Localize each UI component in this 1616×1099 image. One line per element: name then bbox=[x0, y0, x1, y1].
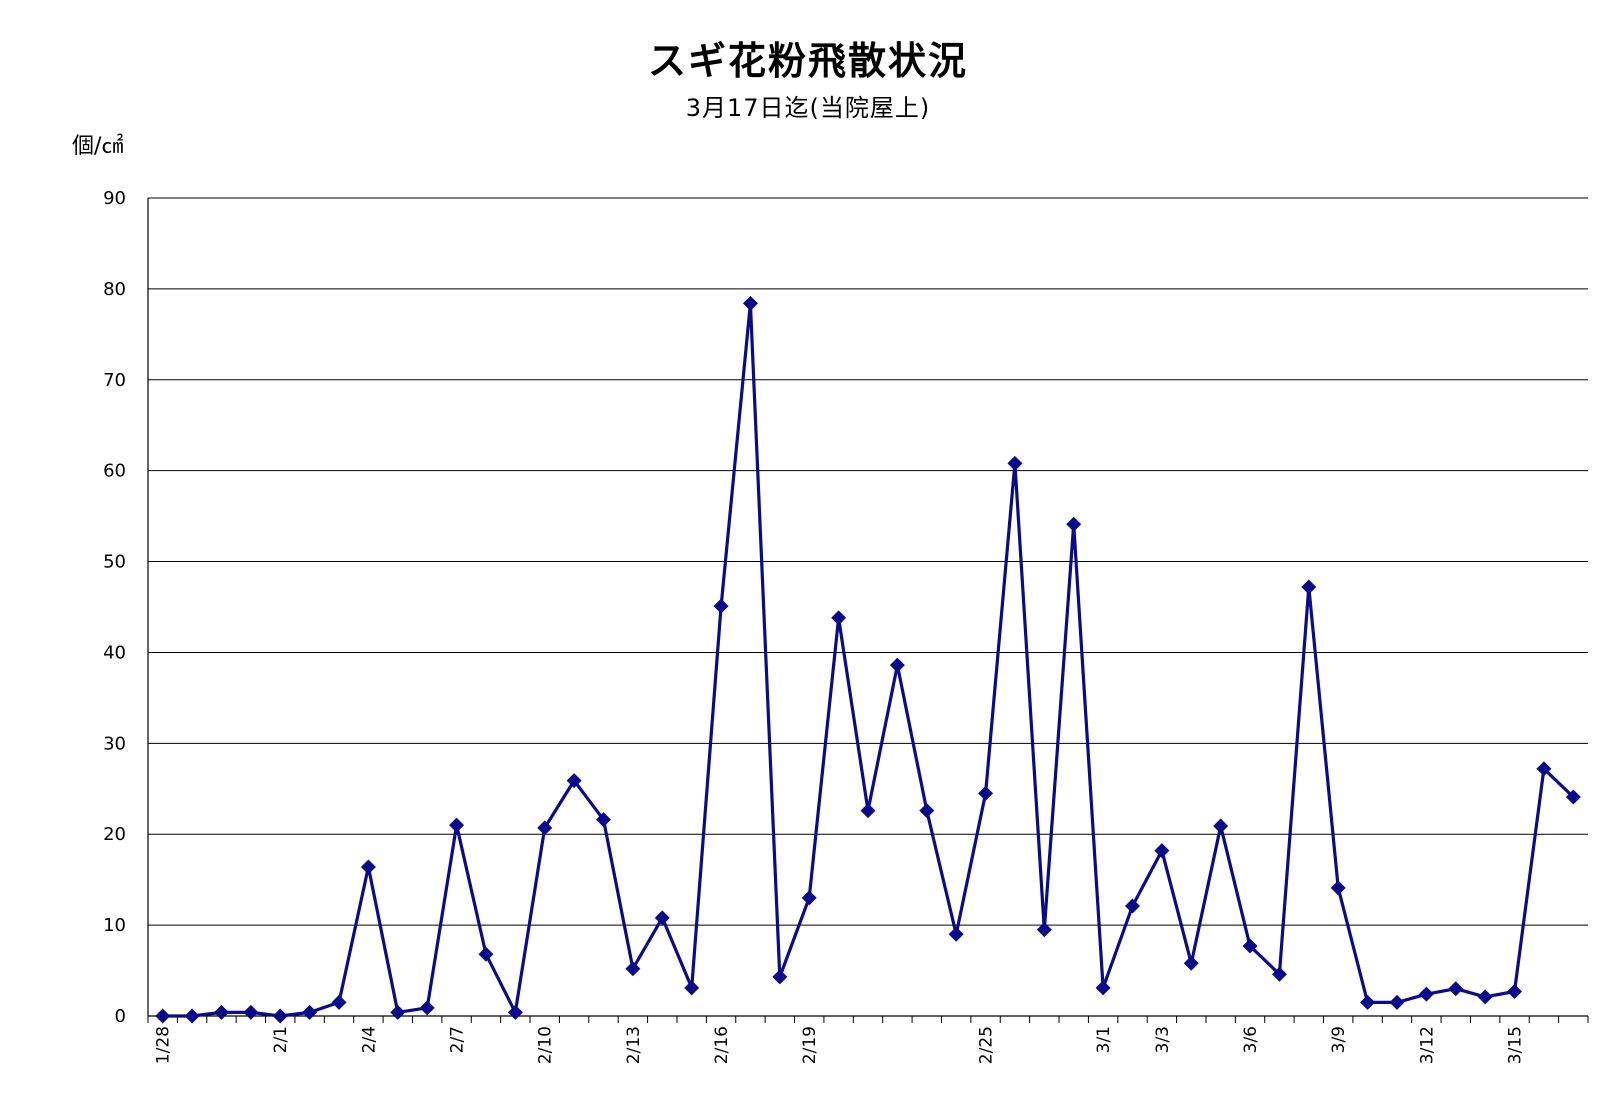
data-point bbox=[1448, 981, 1464, 997]
data-point bbox=[449, 817, 465, 833]
data-point bbox=[1418, 986, 1434, 1002]
x-tick-label: 2/10 bbox=[536, 1026, 556, 1064]
y-tick-label: 90 bbox=[103, 188, 126, 209]
x-tick-label: 2/25 bbox=[977, 1026, 997, 1064]
data-point bbox=[684, 980, 700, 996]
data-point bbox=[390, 1004, 406, 1020]
x-tick-label: 3/3 bbox=[1153, 1026, 1173, 1053]
data-point bbox=[860, 803, 876, 819]
data-point bbox=[1242, 938, 1258, 954]
y-tick-label: 20 bbox=[103, 824, 126, 845]
data-point bbox=[596, 812, 612, 828]
data-point bbox=[507, 1004, 523, 1020]
x-tick-label: 2/7 bbox=[448, 1026, 468, 1053]
axes bbox=[147, 198, 1589, 1023]
x-tick-labels: 1/28 2/1 2/4 2/7 2/10 2/13 2/16 2/19 2/25 3/1 3/3 3… bbox=[154, 1026, 1526, 1064]
data-point bbox=[1154, 843, 1170, 859]
x-tick-label: 3/6 bbox=[1241, 1026, 1261, 1053]
data-point bbox=[419, 1000, 435, 1016]
data-point bbox=[1477, 989, 1493, 1005]
data-point bbox=[213, 1004, 229, 1020]
data-point bbox=[978, 785, 994, 801]
data-point bbox=[1301, 579, 1317, 595]
data-point bbox=[654, 910, 670, 926]
y-tick-label: 0 bbox=[115, 1006, 126, 1027]
y-tick-label: 70 bbox=[103, 370, 126, 391]
data-point bbox=[1213, 818, 1229, 834]
data-point bbox=[948, 926, 964, 942]
x-tick-label: 2/16 bbox=[712, 1026, 732, 1064]
data-point bbox=[478, 946, 494, 962]
x-tick-label: 2/4 bbox=[359, 1026, 379, 1053]
y-tick-label: 80 bbox=[103, 279, 126, 300]
y-tick-label: 30 bbox=[103, 733, 126, 754]
data-point bbox=[1036, 922, 1052, 938]
data-point bbox=[713, 598, 729, 614]
x-tick-label: 2/13 bbox=[624, 1026, 644, 1064]
data-point bbox=[1536, 761, 1552, 777]
y-tick-label: 60 bbox=[103, 461, 126, 482]
series-line bbox=[162, 301, 1575, 1018]
x-tick-label: 2/19 bbox=[800, 1026, 820, 1064]
data-markers bbox=[155, 295, 1581, 1024]
data-point bbox=[360, 859, 376, 875]
data-point bbox=[1271, 966, 1287, 982]
data-point bbox=[1183, 955, 1199, 971]
data-point bbox=[1507, 983, 1523, 999]
x-tick-label: 3/12 bbox=[1417, 1026, 1437, 1064]
data-point bbox=[1389, 994, 1405, 1010]
data-point bbox=[272, 1008, 288, 1024]
data-point bbox=[889, 657, 905, 673]
series-line-group bbox=[162, 301, 1575, 1018]
data-point bbox=[155, 1008, 171, 1024]
y-axis-label: 個/㎠ bbox=[72, 134, 124, 159]
chart-title: スギ花粉飛散状況 bbox=[647, 39, 968, 83]
data-point bbox=[537, 820, 553, 836]
data-point bbox=[1007, 455, 1023, 471]
data-point bbox=[243, 1004, 259, 1020]
data-point bbox=[625, 961, 641, 977]
y-tick-labels: 0 10 20 30 40 50 60 70 80 90 bbox=[103, 188, 126, 1027]
data-point bbox=[331, 994, 347, 1010]
data-point bbox=[1565, 789, 1581, 805]
data-point bbox=[742, 295, 758, 311]
data-point bbox=[566, 773, 582, 789]
data-point bbox=[919, 803, 935, 819]
data-point bbox=[302, 1004, 318, 1020]
x-tick-label: 2/1 bbox=[271, 1026, 291, 1053]
data-point bbox=[772, 969, 788, 985]
y-tick-label: 10 bbox=[103, 915, 126, 936]
x-tick-label: 3/9 bbox=[1329, 1026, 1349, 1053]
data-point bbox=[831, 610, 847, 626]
data-point bbox=[1066, 516, 1082, 532]
data-point bbox=[1095, 980, 1111, 996]
x-tick-label: 3/15 bbox=[1506, 1026, 1526, 1064]
y-tick-label: 50 bbox=[103, 552, 126, 573]
y-tick-label: 40 bbox=[103, 642, 126, 663]
data-point bbox=[1360, 994, 1376, 1010]
data-point bbox=[1330, 880, 1346, 896]
data-point bbox=[184, 1008, 200, 1024]
data-point bbox=[1124, 898, 1140, 914]
x-tick-label: 1/28 bbox=[154, 1026, 174, 1064]
x-tick-label: 3/1 bbox=[1094, 1026, 1114, 1053]
data-point bbox=[801, 890, 817, 906]
chart-subtitle: 3月17日迄(当院屋上) bbox=[685, 94, 931, 122]
